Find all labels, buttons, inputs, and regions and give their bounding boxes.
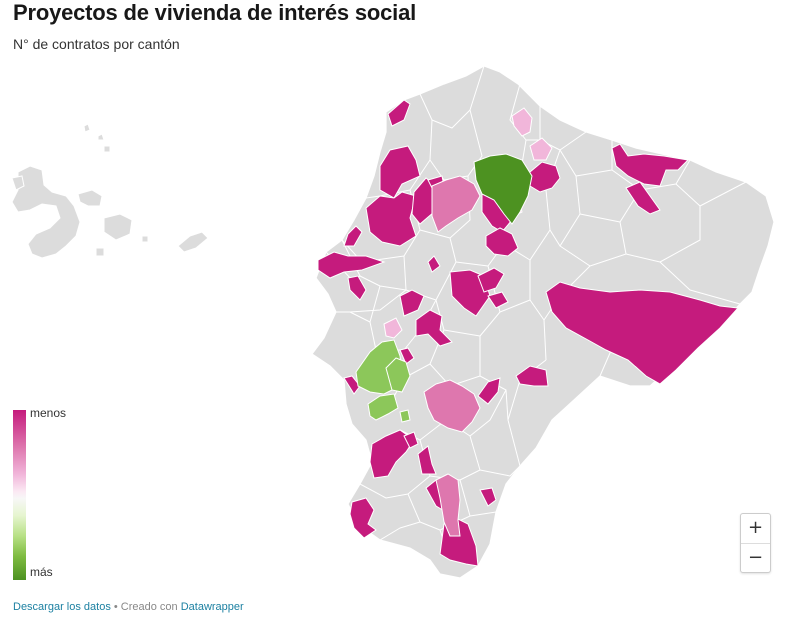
canton-region[interactable] — [435, 473, 461, 537]
island-santiago[interactable] — [77, 189, 103, 207]
canton-region[interactable] — [529, 137, 553, 161]
canton-region[interactable] — [403, 431, 419, 449]
canton-region[interactable] — [349, 497, 377, 539]
legend-label-menos: menos — [30, 406, 67, 420]
canton-region[interactable] — [383, 317, 403, 339]
footer-separator: • Creado con — [110, 601, 181, 613]
cantons-pink-mid — [423, 175, 481, 537]
canton-region[interactable] — [487, 291, 509, 309]
canton-region[interactable] — [365, 191, 417, 247]
chart-title: Proyectos de vivienda de interés social — [13, 0, 417, 25]
canton-region[interactable] — [343, 225, 363, 247]
canton-region[interactable] — [625, 181, 661, 215]
canton-region[interactable] — [399, 409, 411, 423]
canton-region[interactable] — [485, 227, 519, 257]
island-san-cristobal[interactable] — [177, 231, 209, 253]
canton-region[interactable] — [385, 357, 411, 393]
canton-region[interactable] — [387, 99, 411, 127]
canton-region[interactable] — [477, 377, 501, 405]
canton-region[interactable] — [399, 289, 425, 317]
canton-region[interactable] — [477, 267, 505, 293]
canton-region[interactable] — [431, 175, 481, 233]
canton-region[interactable] — [423, 379, 481, 433]
datawrapper-link[interactable]: Datawrapper — [180, 601, 244, 613]
island-santa-cruz[interactable] — [103, 213, 133, 241]
canton-region[interactable] — [479, 487, 497, 507]
zoom-controls: + − — [740, 513, 771, 573]
zoom-in-button[interactable]: + — [747, 517, 764, 538]
canton-region[interactable] — [427, 255, 441, 273]
legend-label-mas: más — [30, 565, 53, 579]
canton-region[interactable] — [379, 145, 421, 199]
canton-region[interactable] — [369, 429, 415, 479]
canton-region[interactable] — [367, 393, 399, 421]
zoom-out-button[interactable]: − — [741, 543, 770, 573]
canton-region[interactable] — [473, 153, 533, 225]
island-pinta[interactable] — [97, 133, 105, 141]
canton-region[interactable] — [415, 309, 453, 347]
canton-region[interactable] — [511, 107, 533, 137]
chart-subtitle: N° de contratos por cantón — [13, 36, 180, 52]
island-santa-fe[interactable] — [141, 235, 149, 243]
choropleth-map[interactable] — [0, 55, 807, 595]
download-data-link[interactable]: Descargar los datos — [13, 601, 111, 613]
canton-region[interactable] — [317, 251, 386, 279]
cantons-mas — [355, 153, 533, 423]
galapagos-islands — [11, 123, 209, 259]
canton-region[interactable] — [347, 275, 367, 301]
island-fernandina[interactable] — [11, 175, 25, 191]
footer: Descargar los datos • Creado con Datawra… — [13, 601, 244, 613]
canton-region[interactable] — [399, 347, 415, 365]
color-legend-bar — [13, 410, 26, 580]
canton-region[interactable] — [529, 161, 561, 193]
canton-region[interactable] — [545, 281, 740, 385]
canton-region[interactable] — [515, 365, 549, 387]
island-isabela[interactable] — [11, 165, 81, 259]
canton-region[interactable] — [611, 143, 690, 187]
canton-region[interactable] — [417, 445, 437, 475]
island-marchena[interactable] — [103, 145, 111, 153]
island-genovesa[interactable] — [83, 123, 91, 133]
island-floreana[interactable] — [95, 247, 105, 257]
